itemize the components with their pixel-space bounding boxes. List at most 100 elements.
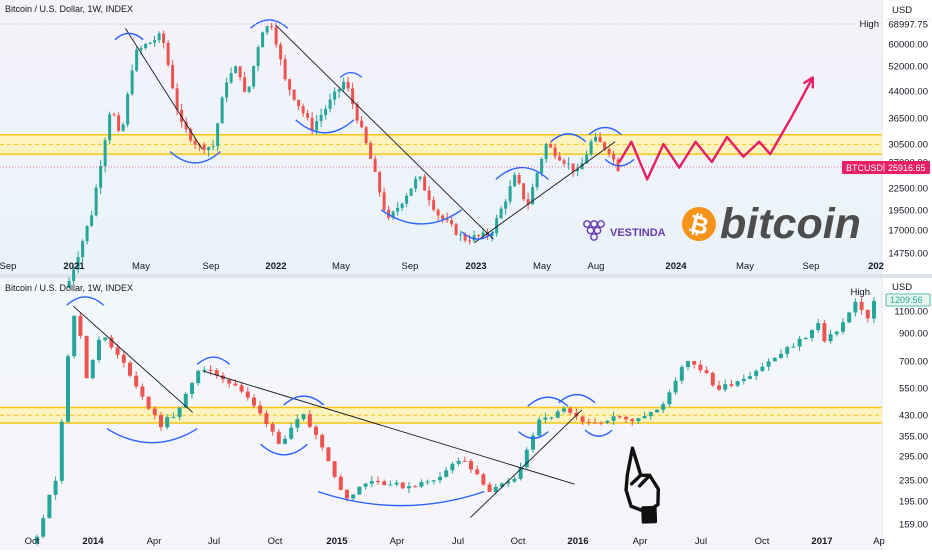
cap-arc[interactable]	[339, 71, 363, 78]
candle-up	[636, 418, 641, 422]
x-tick-label: Apr	[633, 536, 648, 547]
candle-down	[477, 235, 481, 237]
top-price-axis[interactable]	[882, 0, 932, 274]
candle-up	[47, 494, 52, 519]
y-tick-label: 36500.00	[888, 114, 928, 125]
cup-arc[interactable]	[169, 151, 221, 164]
cap-arc[interactable]	[114, 32, 144, 41]
candle-down	[558, 156, 562, 161]
candle-down	[373, 158, 377, 172]
cup-arc[interactable]	[295, 119, 355, 134]
x-tick-label: 2014	[82, 536, 104, 547]
cup-arc[interactable]	[518, 431, 549, 439]
cap-arc[interactable]	[66, 296, 105, 306]
top-x-axis-ticks: Sep 2021 May Sep 2022 May Sep 2023 May Aug 2024 May…	[0, 261, 884, 272]
trendline[interactable]	[470, 409, 583, 518]
candle-down	[162, 33, 166, 43]
candle-up	[513, 174, 517, 187]
candle-up	[567, 163, 571, 165]
candle-up	[418, 176, 422, 179]
candle-up	[216, 123, 220, 147]
x-tick-label: Ap	[873, 536, 885, 547]
candle-up	[506, 481, 511, 484]
candle-up	[103, 140, 107, 167]
cup-arc[interactable]	[260, 443, 308, 456]
x-tick-label: Apr	[390, 536, 405, 547]
candle-up	[576, 169, 580, 172]
candle-up	[562, 408, 566, 412]
candle-up	[459, 234, 463, 236]
candle-up	[816, 323, 821, 331]
cap-arc[interactable]	[527, 396, 569, 407]
trendline[interactable]	[275, 24, 494, 240]
candle-down	[526, 199, 530, 205]
candle-up	[409, 188, 413, 196]
cup-arc[interactable]	[106, 428, 198, 444]
cap-arc[interactable]	[283, 395, 325, 406]
candle-down	[400, 482, 405, 489]
candle-up	[748, 376, 752, 379]
panel-divider[interactable]	[0, 274, 932, 278]
candle-up	[504, 201, 508, 209]
y-tick-label: 60000.00	[888, 40, 928, 51]
cap-arc[interactable]	[249, 19, 289, 29]
candle-up	[810, 330, 814, 339]
bottom-price-tag[interactable]	[885, 293, 931, 307]
cap-arc[interactable]	[588, 126, 622, 136]
candle-down	[115, 347, 120, 355]
candle-down	[310, 117, 314, 131]
candle-up	[357, 486, 362, 495]
projection-path[interactable]	[618, 76, 814, 181]
cap-arc[interactable]	[495, 166, 549, 180]
bottom-pattern-arcs	[66, 296, 613, 507]
candle-down	[243, 77, 247, 92]
candle-down	[486, 232, 490, 237]
candle-down	[568, 408, 573, 413]
candle-up	[333, 91, 337, 100]
candle-down	[166, 42, 170, 66]
top-price-tag[interactable]	[842, 161, 930, 174]
bitcoin-coin-icon	[682, 207, 716, 241]
candle-down	[202, 144, 206, 151]
cup-arc[interactable]	[461, 231, 495, 240]
candle-up	[589, 141, 593, 155]
cap-arc[interactable]	[550, 133, 587, 143]
candle-down	[469, 461, 473, 470]
trendline[interactable]	[203, 370, 575, 485]
trendline[interactable]	[72, 305, 193, 413]
x-tick-label: Oct	[755, 536, 770, 547]
candle-up	[419, 482, 424, 487]
cup-arc[interactable]	[317, 490, 485, 507]
candle-up	[673, 380, 678, 393]
candle-up	[518, 467, 523, 479]
candle-up	[425, 481, 430, 483]
candle-up	[261, 32, 265, 48]
candle-up	[130, 70, 134, 95]
candle-down	[436, 209, 440, 216]
trendline[interactable]	[124, 28, 203, 150]
x-tick-label: Aug	[588, 261, 605, 272]
y-tick-label: 159.00	[899, 520, 928, 531]
candle-up	[396, 207, 400, 212]
candle-down	[274, 27, 278, 45]
candle-up	[121, 124, 125, 131]
bottom-x-axis-ticks: Oct 2014 Apr Jul Oct 2015 Apr Jul Oct 2016 Apr Jul O…	[25, 536, 885, 547]
x-tick-label: 2021	[63, 261, 85, 272]
cap-arc[interactable]	[558, 393, 596, 404]
candle-up	[72, 315, 77, 357]
bottom-price-axis[interactable]	[882, 278, 932, 550]
trendline[interactable]	[474, 141, 616, 244]
bottom-currency-label[interactable]: USD	[892, 282, 912, 293]
candle-up	[171, 416, 176, 418]
top-currency-label[interactable]: USD	[892, 5, 912, 16]
cup-arc[interactable]	[584, 429, 613, 437]
candle-down	[522, 183, 526, 200]
candle-up	[872, 300, 876, 319]
candle-up	[247, 86, 251, 92]
cup-arc[interactable]	[604, 158, 635, 167]
cup-arc[interactable]	[380, 209, 463, 225]
candle-up	[594, 136, 598, 142]
cap-arc[interactable]	[196, 356, 231, 365]
candle-down	[553, 147, 557, 157]
projection-arrowhead	[802, 76, 815, 89]
